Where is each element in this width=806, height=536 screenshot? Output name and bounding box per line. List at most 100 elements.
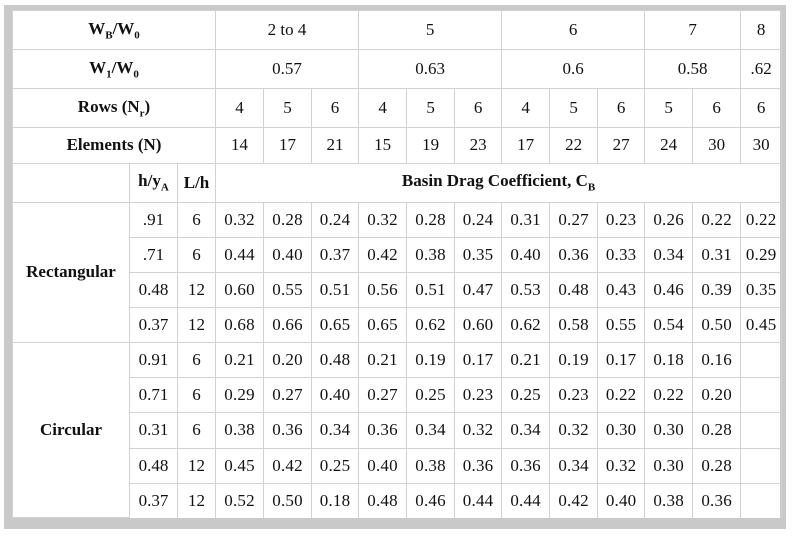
l-h-value: 12 — [176, 271, 217, 309]
rows-label: Rows (Nr) — [11, 88, 217, 129]
cb-value-cell: 0.36 — [501, 447, 551, 484]
l-h-value: 6 — [176, 412, 217, 449]
cb-value-cell: 0.46 — [644, 271, 694, 309]
cb-value-cell: 0.42 — [358, 236, 408, 273]
cb-value-cell: 0.25 — [406, 377, 456, 414]
cb-value-cell: 0.27 — [263, 377, 313, 414]
cb-value-cell: 0.60 — [215, 271, 265, 309]
h-ya-label: h/yA — [129, 162, 178, 203]
l-h-value: 6 — [176, 201, 217, 238]
elements-value: 24 — [644, 127, 694, 164]
cb-value-cell: 0.45 — [215, 447, 265, 484]
cb-value-cell: 0.25 — [311, 447, 360, 484]
cb-value-cell: 0.53 — [501, 271, 551, 309]
rows-value: 6 — [740, 88, 783, 129]
cb-value-cell: 0.32 — [549, 412, 599, 449]
cb-value-cell: 0.22 — [644, 377, 694, 414]
cb-value-cell: 0.18 — [644, 342, 694, 379]
cb-value-cell: 0.40 — [501, 236, 551, 273]
elements-value: 17 — [263, 127, 313, 164]
subheader-row: h/yA L/h Basin Drag Coefficient, CB — [12, 162, 783, 203]
cb-value-cell: 0.31 — [501, 201, 551, 238]
elements-value: 22 — [549, 127, 599, 164]
cb-value-cell: 0.47 — [454, 271, 503, 309]
wb-w0-value: 2 to 4 — [215, 9, 360, 51]
h-ya-value: 0.37 — [129, 482, 178, 518]
cb-value-cell: 0.48 — [549, 271, 599, 309]
l-h-value: 6 — [176, 342, 217, 379]
h-ya-value: 0.31 — [129, 412, 178, 449]
cb-value-cell: 0.34 — [311, 412, 360, 449]
elements-value: 17 — [501, 127, 551, 164]
cb-value-cell: 0.30 — [644, 412, 694, 449]
cb-value-cell: 0.22 — [597, 377, 646, 414]
h-ya-value: 0.37 — [129, 306, 178, 344]
cb-value-cell: 0.51 — [311, 271, 360, 309]
w1-w0-value: .62 — [740, 49, 783, 90]
rows-value: 5 — [263, 88, 313, 129]
elements-value: 27 — [597, 127, 646, 164]
cb-value-cell: 0.25 — [501, 377, 551, 414]
h-ya-value: 0.48 — [129, 271, 178, 309]
cb-value-cell: 0.40 — [358, 447, 408, 484]
cb-value-cell: 0.48 — [311, 342, 360, 379]
cb-value-cell — [740, 412, 783, 449]
l-h-value: 12 — [176, 306, 217, 344]
cb-value-cell: 0.40 — [263, 236, 313, 273]
cb-value-cell: 0.28 — [692, 412, 742, 449]
rows-value: 5 — [549, 88, 599, 129]
cb-value-cell: 0.37 — [311, 236, 360, 273]
cb-value-cell: 0.28 — [692, 447, 742, 484]
table-row: Circular 0.91 6 0.21 0.20 0.48 0.21 0.19 0.17 0.2… — [12, 342, 783, 518]
cb-value-cell: 0.32 — [215, 201, 265, 238]
cb-value-cell: 0.30 — [644, 447, 694, 484]
header-row-w1-w0: W1/W0 0.57 0.63 0.6 0.58 .62 — [11, 49, 783, 90]
rows-value: 6 — [692, 88, 742, 129]
cb-value-cell: 0.27 — [549, 201, 599, 238]
cb-value-cell: 0.42 — [263, 447, 313, 484]
cb-value-cell: 0.40 — [597, 482, 646, 518]
elements-label: Elements (N) — [11, 127, 217, 164]
cb-value-cell: 0.35 — [740, 271, 783, 309]
cb-value-cell: 0.21 — [358, 342, 408, 379]
cb-value-cell: 0.35 — [454, 236, 503, 273]
cb-value-cell: 0.31 — [692, 236, 742, 273]
table-row: 0.71 6 0.29 0.27 0.40 0.27 0.25 0.23 0.25 0.23 0.2… — [13, 377, 783, 414]
cb-value-cell: 0.36 — [692, 482, 742, 518]
cb-value-cell: 0.19 — [549, 342, 599, 379]
cb-value-cell: 0.17 — [597, 342, 646, 379]
basin-drag-coefficient-table: WB/W0 2 to 4 5 6 7 8 W1/W0 0.57 0.63 0.6… — [11, 9, 783, 518]
cb-value-cell: 0.24 — [311, 201, 360, 238]
cb-value-cell: 0.50 — [692, 306, 742, 344]
elements-value: 30 — [692, 127, 742, 164]
cb-value-cell: 0.21 — [215, 342, 265, 379]
cb-value-cell: 0.20 — [692, 377, 742, 414]
table-sheet: WB/W0 2 to 4 5 6 7 8 W1/W0 0.57 0.63 0.6… — [11, 9, 783, 518]
cb-value-cell: 0.43 — [597, 271, 646, 309]
wb-w0-label: WB/W0 — [11, 9, 217, 51]
cb-value-cell: 0.55 — [597, 306, 646, 344]
elements-value: 14 — [215, 127, 265, 164]
elements-value: 23 — [454, 127, 503, 164]
cb-value-cell: 0.68 — [215, 306, 265, 344]
w1-w0-value: 0.58 — [644, 49, 742, 90]
cb-value-cell: 0.58 — [549, 306, 599, 344]
cb-value-cell: 0.19 — [406, 342, 456, 379]
rows-value: 4 — [501, 88, 551, 129]
cb-value-cell: 0.46 — [406, 482, 456, 518]
cb-value-cell: 0.44 — [501, 482, 551, 518]
w1-w0-value: 0.63 — [358, 49, 503, 90]
cb-value-cell: 0.38 — [406, 447, 456, 484]
cb-value-cell: 0.16 — [692, 342, 742, 379]
cb-value-cell: 0.23 — [597, 201, 646, 238]
cb-value-cell: 0.24 — [454, 201, 503, 238]
cb-value-cell: 0.36 — [549, 236, 599, 273]
elements-value: 19 — [406, 127, 456, 164]
h-ya-value: .71 — [129, 236, 178, 273]
cb-value-cell: 0.21 — [501, 342, 551, 379]
group-label-rectangular: Rectangular — [12, 201, 130, 344]
cb-value-cell: 0.23 — [549, 377, 599, 414]
cb-value-cell: 0.39 — [692, 271, 742, 309]
cb-value-cell: 0.36 — [358, 412, 408, 449]
